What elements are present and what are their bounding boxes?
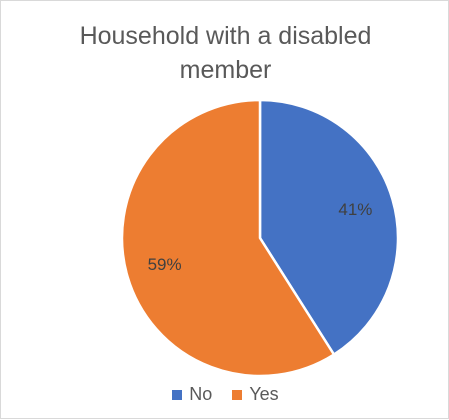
- chart-title: Household with a disabled member: [1, 19, 449, 87]
- pie-slice-yes: [120, 98, 336, 378]
- pie-data-labels: 41% 59%: [148, 200, 373, 274]
- legend-item-yes: Yes: [232, 384, 279, 405]
- data-label-no: 41%: [338, 200, 372, 219]
- pie-slices: [120, 98, 400, 378]
- legend: No Yes: [1, 384, 449, 405]
- data-label-yes: 59%: [148, 255, 182, 274]
- legend-item-no: No: [172, 384, 212, 405]
- legend-label-yes: Yes: [249, 384, 279, 404]
- chart-title-line-1: Household with a disabled: [79, 22, 372, 50]
- legend-label-no: No: [189, 384, 213, 404]
- legend-swatch-no: [172, 389, 183, 400]
- chart-title-line-2: member: [179, 56, 272, 84]
- legend-swatch-yes: [232, 389, 243, 400]
